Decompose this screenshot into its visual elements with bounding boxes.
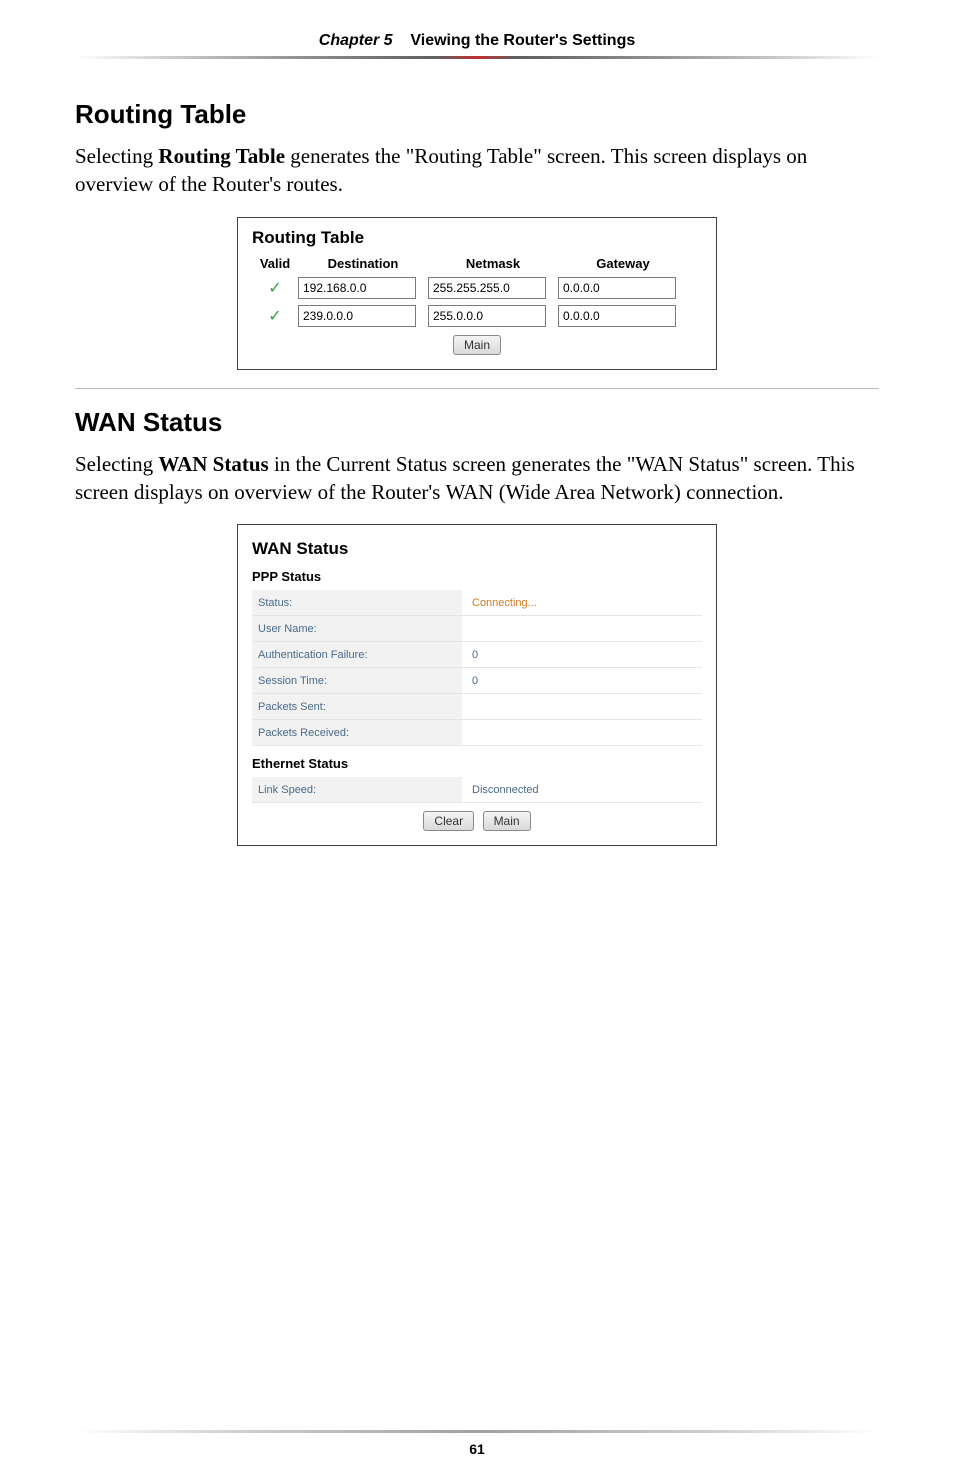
status-row: Session Time: 0 (252, 668, 702, 694)
clear-button[interactable]: Clear (423, 811, 474, 831)
destination-input[interactable] (298, 305, 416, 327)
status-row: Authentication Failure: 0 (252, 642, 702, 668)
netmask-input[interactable] (428, 305, 546, 327)
row-label: Status: (252, 590, 462, 615)
row-value (462, 624, 702, 634)
routing-table-header: Valid Destination Netmask Gateway (252, 256, 702, 271)
routing-paragraph: Selecting Routing Table generates the "R… (75, 142, 879, 199)
footer-rule (75, 1430, 879, 1433)
text: (Wide Area Network) connection. (493, 480, 783, 504)
status-row: User Name: (252, 616, 702, 642)
row-value (462, 702, 702, 712)
chapter-header: Chapter 5 Viewing the Router's Settings (75, 32, 879, 50)
status-row: Status: Connecting... (252, 590, 702, 616)
destination-input[interactable] (298, 277, 416, 299)
status-row: Link Speed: Disconnected (252, 777, 702, 803)
page-number: 61 (0, 1441, 954, 1457)
ppp-status-heading: PPP Status (252, 569, 702, 584)
row-label: Authentication Failure: (252, 642, 462, 667)
section-divider (75, 388, 879, 389)
text: in the Current Status screen generates t… (269, 452, 636, 476)
wan-heading: WAN Status (75, 407, 879, 438)
table-row: ✓ (252, 305, 702, 327)
col-netmask: Netmask (428, 256, 558, 271)
status-row: Packets Sent: (252, 694, 702, 720)
wan-status-panel: WAN Status PPP Status Status: Connecting… (237, 524, 717, 846)
text-bold: Routing Table (158, 144, 285, 168)
col-gateway: Gateway (558, 256, 688, 271)
routing-table-panel: Routing Table Valid Destination Netmask … (237, 217, 717, 370)
row-value: Disconnected (462, 779, 702, 801)
check-icon: ✓ (268, 308, 281, 325)
wan-paragraph: Selecting WAN Status in the Current Stat… (75, 450, 879, 507)
text-smallcaps: WAN (446, 480, 494, 504)
panel-title: WAN Status (252, 539, 702, 559)
table-row: ✓ (252, 277, 702, 299)
header-rule (75, 56, 879, 59)
row-label: Session Time: (252, 668, 462, 693)
chapter-prefix: Chapter 5 (319, 32, 393, 49)
row-value: Connecting... (462, 592, 702, 614)
status-row: Packets Received: (252, 720, 702, 746)
row-value: 0 (462, 670, 702, 692)
panel-title: Routing Table (252, 228, 702, 248)
text: Selecting (75, 144, 158, 168)
row-label: User Name: (252, 616, 462, 641)
chapter-title: Viewing the Router's Settings (410, 32, 635, 49)
main-button[interactable]: Main (483, 811, 531, 831)
row-value (462, 728, 702, 738)
netmask-input[interactable] (428, 277, 546, 299)
gateway-input[interactable] (558, 277, 676, 299)
row-label: Link Speed: (252, 777, 462, 802)
text-bold: WAN Status (158, 452, 268, 476)
text-smallcaps: WAN (635, 452, 683, 476)
col-destination: Destination (298, 256, 428, 271)
row-value: 0 (462, 644, 702, 666)
row-label: Packets Received: (252, 720, 462, 745)
routing-heading: Routing Table (75, 99, 879, 130)
main-button[interactable]: Main (453, 335, 501, 355)
check-icon: ✓ (268, 280, 281, 297)
text: Selecting (75, 452, 158, 476)
row-label: Packets Sent: (252, 694, 462, 719)
gateway-input[interactable] (558, 305, 676, 327)
col-valid: Valid (252, 256, 298, 271)
ethernet-status-heading: Ethernet Status (252, 756, 702, 771)
